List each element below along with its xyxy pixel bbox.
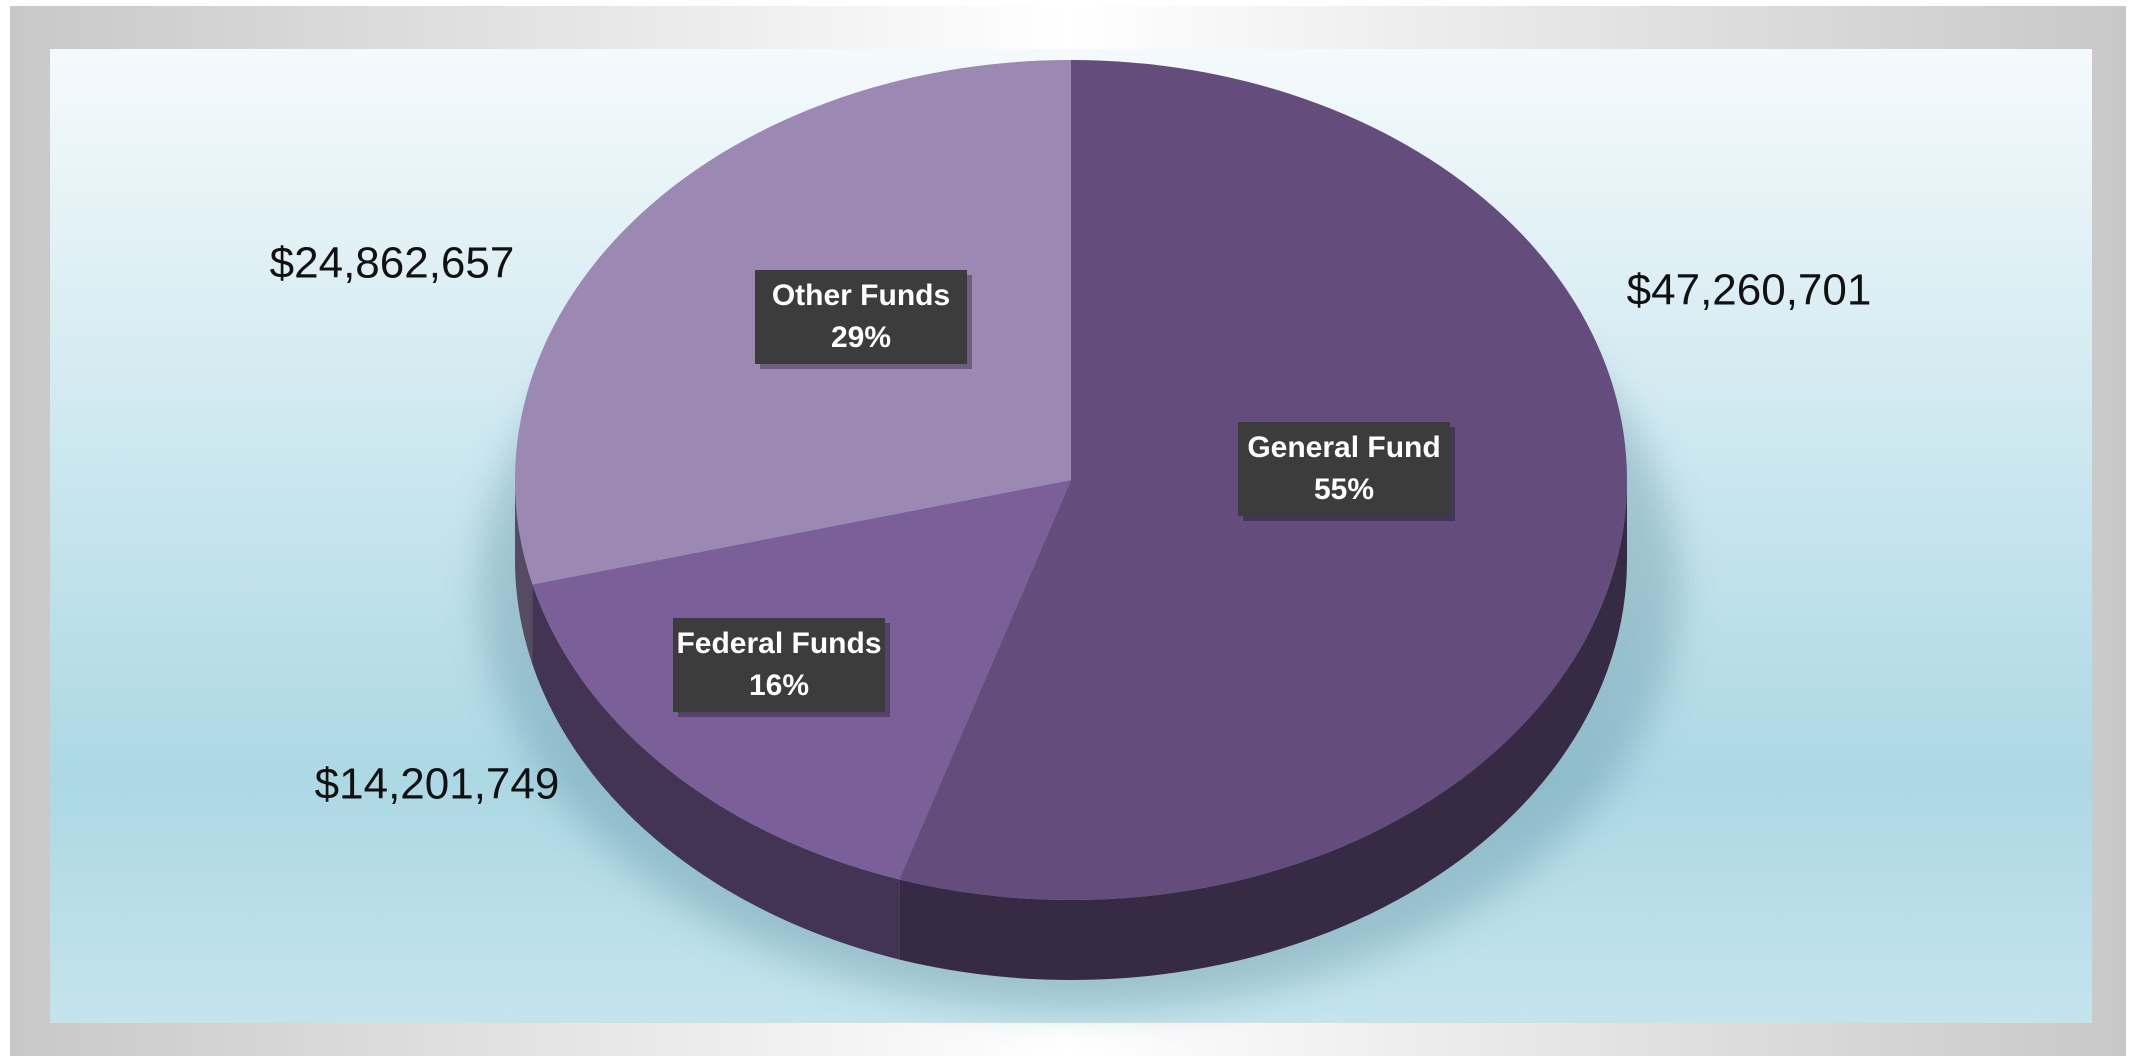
- category-label: General Fund: [1247, 431, 1440, 464]
- label-box: [673, 618, 885, 712]
- amount-label: $47,260,701: [1627, 266, 1872, 315]
- labels: General Fund 55% $47,260,701 Federal Funds 1…: [270, 239, 1872, 809]
- label-box: [1238, 422, 1450, 516]
- amount-label: $14,201,749: [315, 760, 560, 809]
- slice-side: [515, 480, 533, 665]
- category-label: Federal Funds: [676, 627, 881, 660]
- category-label: Other Funds: [772, 279, 950, 312]
- percent-label: 29%: [831, 321, 891, 354]
- slice-side: [532, 584, 900, 960]
- percent-label: 16%: [749, 669, 809, 702]
- amount-label: $24,862,657: [270, 239, 515, 288]
- label-box: [755, 270, 967, 364]
- percent-label: 55%: [1314, 473, 1374, 506]
- slice-side: [899, 480, 1627, 980]
- pie: [515, 60, 1627, 980]
